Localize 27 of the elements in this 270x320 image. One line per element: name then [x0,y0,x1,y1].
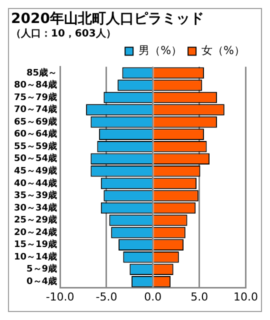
y-tick-label: 25～29歳 [14,214,58,226]
y-tick-label: 0～4歳 [26,276,58,288]
y-tick-label: 45～49歳 [14,166,58,177]
x-tick-label: -5.0 [96,290,118,304]
y-tick-label: 50～54歳 [14,153,58,164]
x-tick-label: 10.0 [234,290,258,304]
y-tick-label: 65～69歳 [14,116,58,128]
x-tick-label: 5.0 [190,290,208,304]
x-tick-label: 0.0 [144,290,162,304]
chart-subtitle: （人口：10，603人） [11,27,116,40]
legend-label: 女（%） [202,44,245,58]
y-tick-label: 55～59歳 [14,140,58,152]
y-tick-label: 20～24歳 [14,226,58,238]
y-tick-label: 75～79歳 [14,92,58,103]
y-tick-label: 60～64歳 [14,128,58,140]
y-tick-label: 70～74歳 [14,104,58,116]
y-tick-label: 30～34歳 [14,202,58,214]
y-tick-label: 80～84歳 [14,80,58,91]
y-tick-label: 5～9歳 [26,264,58,275]
y-tick-label: 15～19歳 [14,239,58,250]
y-tick-label: 40～44歳 [14,178,58,189]
chart-title: 2020年山北町人口ピラミッド [11,11,204,28]
legend-label: 男（%） [138,44,182,58]
y-tick-label: 10～14歳 [14,251,58,262]
y-tick-label: 35～39歳 [14,190,58,202]
x-tick-label: -10.0 [46,290,74,304]
y-tick-label: 85歳～ [26,67,58,78]
